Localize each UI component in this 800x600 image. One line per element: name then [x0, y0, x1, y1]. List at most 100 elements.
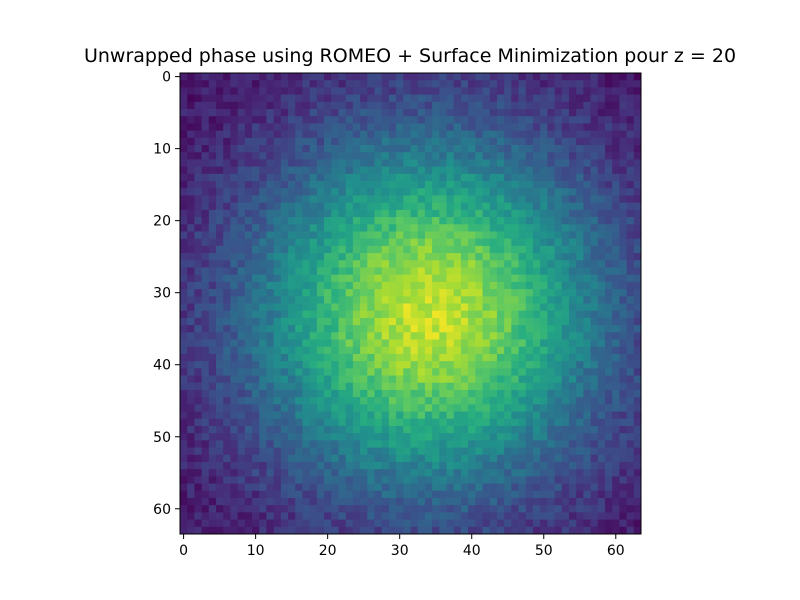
heatmap-cell — [259, 368, 267, 376]
heatmap-cell — [252, 253, 260, 261]
heatmap-cell — [302, 418, 311, 427]
heatmap-cell — [309, 281, 318, 290]
heatmap-cell — [475, 440, 483, 448]
heatmap-cell — [460, 483, 469, 492]
heatmap-cell — [302, 166, 311, 175]
heatmap-cell — [374, 101, 383, 110]
heatmap-cell — [604, 281, 613, 290]
heatmap-cell — [309, 231, 318, 240]
heatmap-cell — [446, 325, 455, 333]
heatmap-cell — [367, 404, 375, 412]
heatmap-cell — [352, 483, 361, 492]
heatmap-cell — [604, 483, 613, 492]
heatmap-cell — [547, 339, 555, 348]
heatmap-cell — [633, 325, 642, 333]
heatmap-cell — [504, 317, 512, 326]
heatmap-cell — [180, 361, 188, 369]
heatmap-cell — [194, 116, 203, 124]
heatmap-cell — [367, 166, 375, 175]
heatmap-cell — [309, 440, 318, 448]
heatmap-cell — [295, 202, 303, 211]
heatmap-cell — [324, 346, 332, 355]
heatmap-cell — [280, 101, 289, 110]
heatmap-cell — [518, 505, 527, 513]
heatmap-cell — [504, 389, 512, 398]
heatmap-cell — [324, 353, 332, 362]
heatmap-cell — [208, 332, 217, 340]
heatmap-cell — [604, 339, 613, 348]
heatmap-cell — [583, 217, 591, 225]
heatmap-cell — [280, 267, 289, 276]
heatmap-cell — [280, 461, 289, 470]
heatmap-cell — [590, 382, 599, 391]
heatmap-cell — [590, 181, 599, 189]
heatmap-cell — [252, 267, 260, 276]
heatmap-cell — [396, 296, 404, 304]
heatmap-cell — [619, 397, 627, 405]
heatmap-cell — [309, 145, 318, 153]
heatmap-cell — [446, 123, 455, 132]
heatmap-cell — [424, 281, 433, 290]
heatmap-cell — [446, 303, 455, 312]
heatmap-cell — [475, 339, 483, 348]
heatmap-cell — [633, 346, 642, 355]
heatmap-cell — [360, 519, 368, 528]
heatmap-cell — [259, 73, 267, 81]
heatmap-cell — [266, 217, 275, 225]
heatmap-cell — [619, 224, 627, 232]
heatmap-cell — [424, 87, 433, 96]
heatmap-cell — [216, 116, 224, 124]
heatmap-cell — [252, 231, 260, 240]
heatmap-cell — [511, 433, 519, 441]
heatmap-cell — [590, 281, 599, 290]
heatmap-cell — [259, 325, 267, 333]
heatmap-cell — [489, 411, 498, 420]
heatmap-cell — [518, 101, 527, 110]
heatmap-cell — [180, 245, 188, 254]
heatmap-cell — [547, 123, 555, 132]
heatmap-cell — [410, 483, 419, 492]
heatmap-cell — [410, 209, 419, 218]
heatmap-cell — [360, 130, 368, 139]
heatmap-cell — [453, 296, 462, 304]
heatmap-cell — [511, 361, 519, 369]
heatmap-cell — [496, 483, 505, 492]
heatmap-cell — [626, 173, 635, 182]
heatmap-cell — [230, 310, 239, 319]
heatmap-cell — [612, 505, 620, 513]
heatmap-cell — [288, 368, 296, 376]
heatmap-cell — [576, 253, 584, 261]
heatmap-cell — [518, 173, 527, 182]
heatmap-cell — [266, 317, 275, 326]
heatmap-cell — [288, 389, 296, 398]
heatmap-cell — [604, 209, 613, 218]
heatmap-cell — [439, 526, 447, 535]
heatmap-cell — [381, 461, 390, 470]
heatmap-cell — [288, 353, 296, 362]
heatmap-cell — [410, 94, 419, 103]
heatmap-cell — [554, 253, 563, 261]
heatmap-cell — [266, 101, 275, 110]
heatmap-cell — [367, 281, 375, 290]
heatmap-cell — [360, 325, 368, 333]
heatmap-cell — [266, 368, 275, 376]
heatmap-cell — [489, 490, 498, 499]
heatmap-cell — [554, 433, 563, 441]
heatmap-cell — [403, 317, 411, 326]
heatmap-cell — [417, 454, 426, 463]
heatmap-cell — [475, 253, 483, 261]
heatmap-cell — [288, 425, 296, 434]
heatmap-cell — [496, 368, 505, 376]
heatmap-cell — [525, 130, 534, 139]
heatmap-cell — [504, 418, 512, 427]
heatmap-cell — [309, 101, 318, 110]
heatmap-cell — [439, 361, 447, 369]
heatmap-cell — [280, 361, 289, 369]
heatmap-cell — [223, 325, 231, 333]
heatmap-cell — [576, 317, 584, 326]
heatmap-cell — [381, 368, 390, 376]
heatmap-cell — [504, 375, 512, 384]
heatmap-cell — [604, 267, 613, 276]
heatmap-cell — [266, 123, 275, 132]
heatmap-cell — [288, 461, 296, 470]
